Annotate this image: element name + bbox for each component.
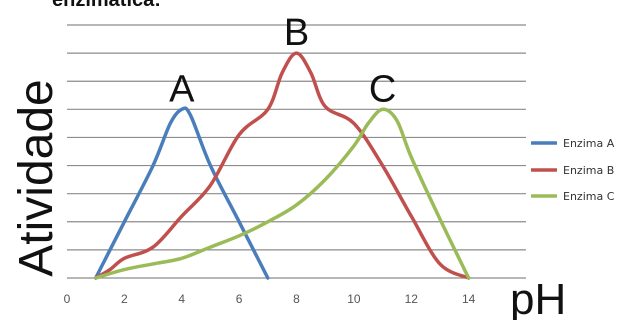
peak-label-enzima-b: B: [284, 12, 309, 54]
x-axis-label: pH: [510, 275, 566, 320]
x-tick-label: 14: [462, 292, 476, 306]
series-line-enzima-c: [93, 107, 471, 280]
y-axis-label: Atividade: [10, 79, 63, 276]
peak-labels: A B C: [169, 12, 396, 110]
x-tick-label: 2: [121, 292, 128, 306]
series-lines: [93, 51, 471, 280]
x-tick-labels: 0 2 4 6 8 10 12 14: [64, 292, 476, 306]
x-tick-label: 4: [178, 292, 185, 306]
series-line-enzima-b: [93, 51, 471, 280]
x-tick-label: 6: [236, 292, 243, 306]
x-tick-label: 8: [293, 292, 300, 306]
legend-label-enzima-c: Enzima C: [563, 190, 615, 203]
legend: Enzima A Enzima B Enzima C: [531, 137, 615, 203]
legend-label-enzima-b: Enzima B: [563, 164, 614, 177]
grid-lines: [67, 24, 526, 251]
x-tick-label: 0: [64, 292, 71, 306]
x-tick-label: 10: [347, 292, 361, 306]
legend-label-enzima-a: Enzima A: [563, 137, 615, 150]
series-line-enzima-a: [93, 106, 270, 280]
peak-label-enzima-c: C: [369, 68, 396, 110]
peak-label-enzima-a: A: [169, 68, 195, 110]
header-text: enzimática:: [52, 0, 161, 11]
x-tick-label: 12: [405, 292, 419, 306]
